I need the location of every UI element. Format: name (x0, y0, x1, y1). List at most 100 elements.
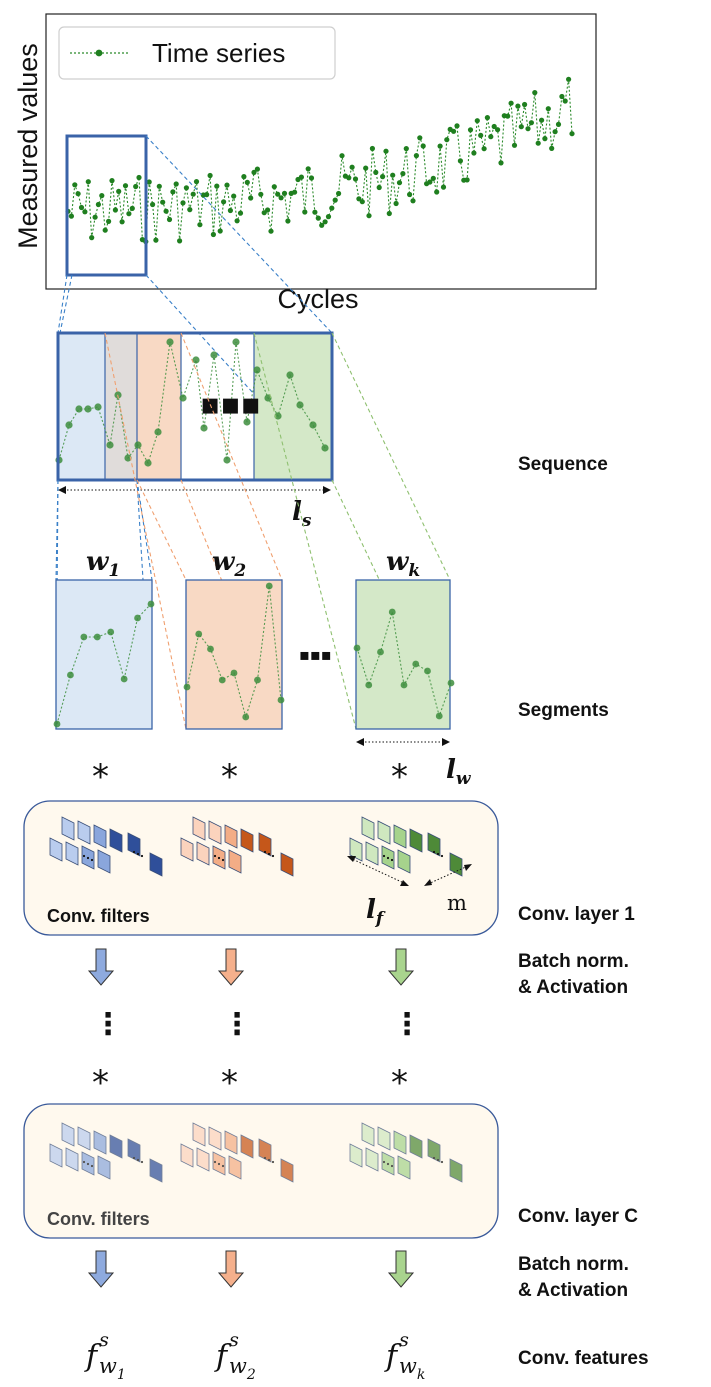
segment-wk-point (353, 644, 361, 652)
segment-w2-point (183, 683, 191, 691)
time-series-point (315, 215, 321, 221)
sequence-point (223, 456, 231, 464)
time-series-point (237, 210, 244, 216)
feature-wk: f s wk (384, 1329, 425, 1383)
segment-w2-point (242, 713, 250, 721)
time-series-point (366, 213, 372, 219)
conv-filters-layer-c (49, 1122, 463, 1183)
segment-w1-point (107, 628, 115, 636)
conv-filters-label-2: Conv. filters (47, 1209, 150, 1229)
time-series-point (562, 98, 568, 104)
filter-tile (196, 1147, 210, 1172)
sequence-point (84, 405, 92, 413)
sequence-point (124, 454, 132, 462)
time-series-point (227, 207, 233, 214)
time-series-point (146, 179, 152, 185)
time-series-point (302, 209, 308, 215)
filter-tile (61, 1122, 75, 1147)
filter-tile (97, 1155, 111, 1180)
conv-operator-4: * (92, 1063, 109, 1103)
label-batch-norm-2b: & Activation (518, 1280, 628, 1301)
time-series-point (99, 193, 105, 199)
time-series-point (413, 153, 419, 159)
time-series-point (437, 143, 443, 149)
time-series-point (251, 169, 257, 175)
label-conv-layer-1: Conv. layer 1 (518, 904, 635, 925)
time-series-point (498, 160, 504, 166)
filter-tile (377, 1126, 391, 1151)
time-series-point (454, 123, 460, 129)
feature-w2: f s w2 (214, 1329, 256, 1383)
filter-tile (224, 1130, 238, 1155)
legend-marker (95, 49, 103, 57)
filter-tile (365, 1147, 379, 1172)
filter-tile (228, 1155, 242, 1180)
label-conv-layer-c: Conv. layer C (518, 1206, 638, 1227)
sequence-point (94, 403, 102, 411)
sequence-point (75, 405, 83, 413)
filter-tile (349, 1143, 363, 1168)
segment-wk-point (424, 667, 431, 675)
sequence-point (200, 424, 208, 432)
segment-wk-point (447, 679, 455, 687)
batch-norm-arrows-1 (87, 948, 415, 986)
conv-operator-6: * (391, 1063, 408, 1103)
segment-w1-point (67, 671, 74, 679)
filter-tile (77, 820, 91, 845)
segment-w2-point (254, 676, 261, 684)
filter-tile (196, 841, 210, 866)
time-series-point (555, 121, 562, 127)
time-series-point (471, 150, 477, 156)
filter-tile (127, 832, 141, 857)
filter-tile (65, 841, 79, 866)
time-series-point (281, 190, 288, 196)
time-series-plot: Time series Measured values Cycles (13, 13, 597, 314)
segment-w1-point (147, 600, 155, 608)
time-series-point (332, 197, 338, 203)
segment-w2-label: w2 (212, 547, 246, 581)
segment-w2 (185, 579, 283, 730)
time-series-point (177, 238, 183, 244)
filter-tile (397, 849, 411, 874)
filter-tile (192, 816, 206, 841)
conv-filters-layer-1 (49, 816, 463, 877)
sequence-point (65, 421, 73, 429)
time-series-point (89, 235, 95, 241)
time-series-point (484, 115, 490, 121)
time-series-point (268, 228, 274, 234)
time-series-point (183, 185, 189, 191)
time-series-point (373, 169, 379, 175)
filter-tile (361, 816, 375, 841)
time-series-point (68, 213, 74, 219)
label-segments: Segments (518, 700, 609, 721)
time-series-point (265, 207, 271, 213)
time-series-point (417, 135, 423, 141)
sequence-point (253, 366, 261, 374)
time-series-point (552, 129, 558, 135)
time-series-point (440, 184, 447, 190)
sequence-point (309, 421, 317, 429)
filter-tile (280, 852, 294, 877)
filter-tile (127, 1138, 141, 1163)
filter-count-symbol: m (447, 891, 467, 915)
time-series-point (153, 237, 159, 243)
filter-tile (409, 1134, 423, 1159)
segment-wk-label: wk (386, 547, 420, 581)
segment-wk-point (377, 648, 384, 656)
time-series-line (65, 76, 575, 245)
time-series-point (224, 182, 230, 188)
sequence-point (166, 338, 174, 346)
sequence-series (55, 338, 329, 467)
time-series-point (410, 198, 416, 204)
time-series-point (204, 192, 210, 198)
time-series-point (325, 214, 332, 220)
time-series-point (166, 216, 173, 223)
segment-projection-lines (55, 332, 451, 730)
time-series-point (532, 90, 538, 96)
sequence-point (179, 394, 187, 402)
time-series-point (464, 177, 470, 183)
time-series-point (467, 127, 474, 133)
sequence-point (106, 441, 114, 449)
sequence-window-2 (137, 333, 181, 480)
